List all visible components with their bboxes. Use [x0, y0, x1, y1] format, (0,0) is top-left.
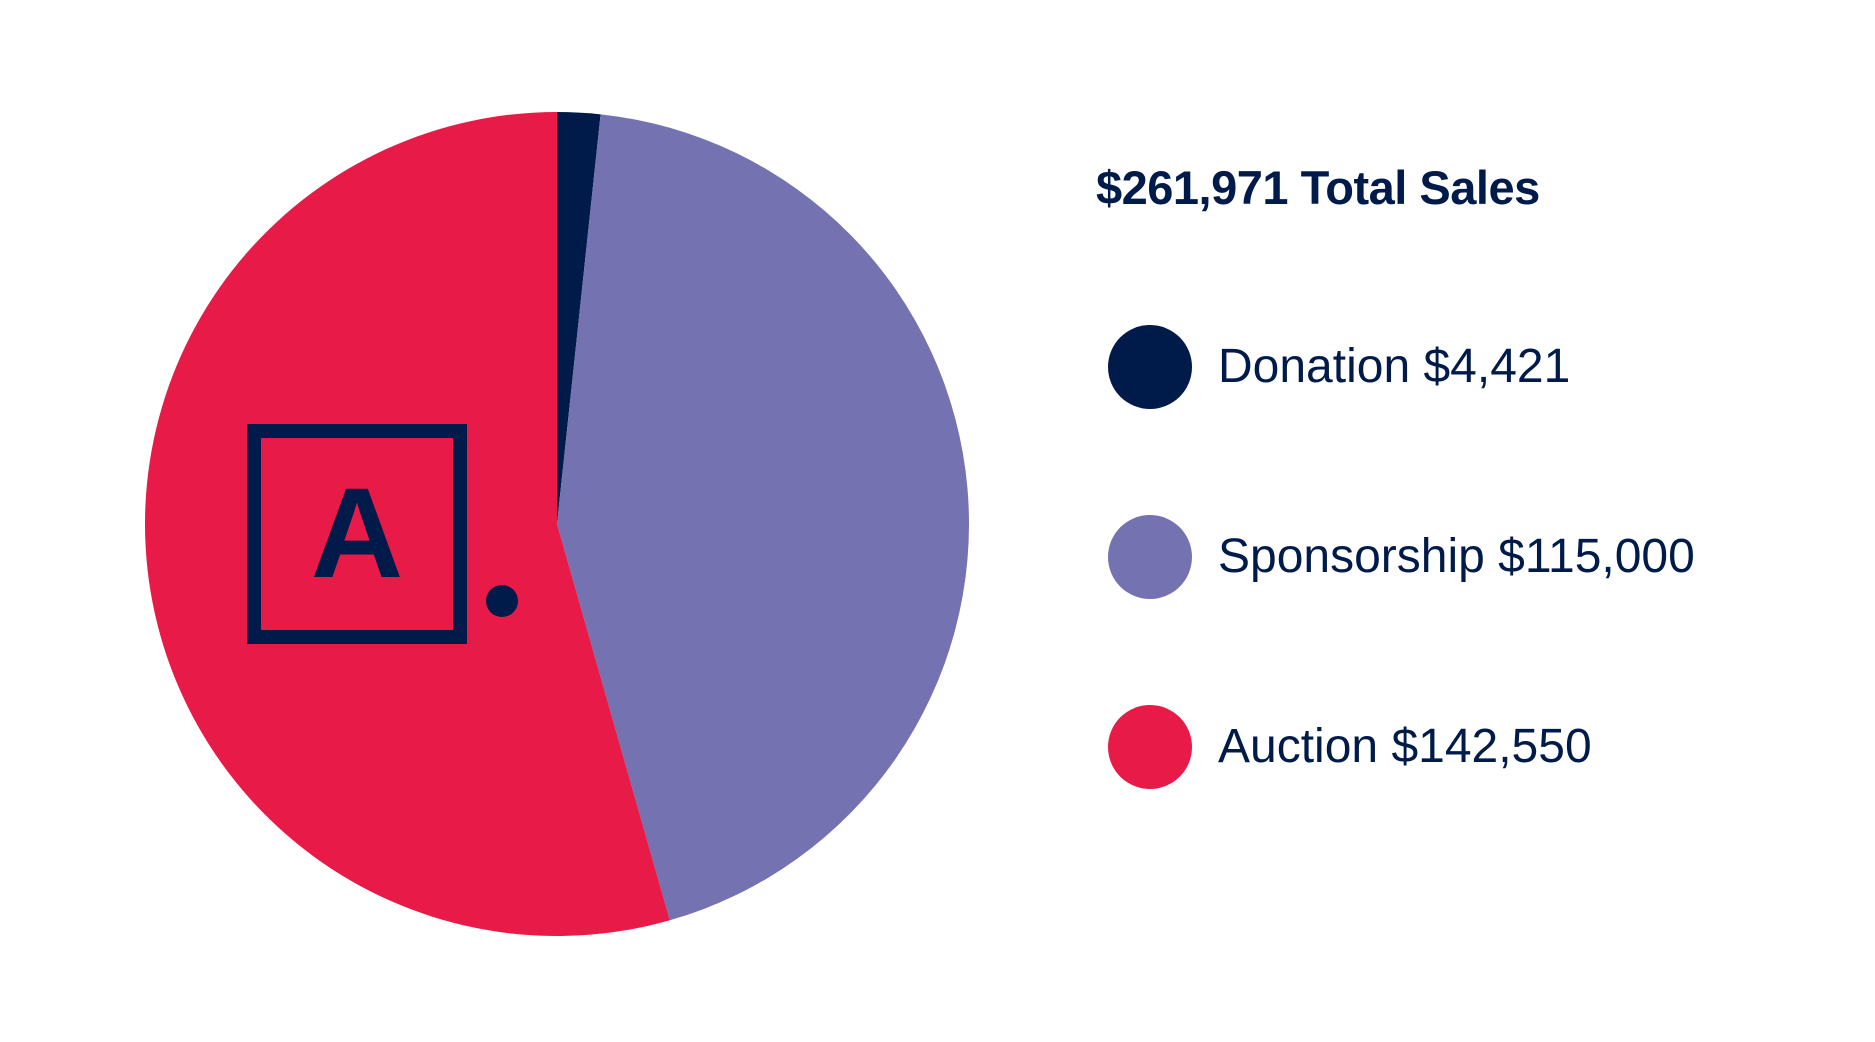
legend-label-donation: Donation $4,421 [1218, 340, 1571, 393]
logo-square-icon: A [247, 424, 467, 644]
legend-swatch-sponsorship [1108, 515, 1192, 599]
legend-label-sponsorship: Sponsorship $115,000 [1218, 530, 1695, 583]
legend-label-auction: Auction $142,550 [1218, 720, 1592, 773]
pie-slice-sponsorship [557, 114, 970, 921]
pie-slice-auction [145, 112, 670, 936]
logo-dot-icon [486, 585, 518, 617]
pie-slice-donation [557, 112, 601, 524]
chart-title: $261,971 Total Sales [1096, 161, 1540, 214]
pie-slices [145, 112, 970, 936]
legend-swatch-auction [1108, 705, 1192, 789]
legend-swatch-donation [1108, 325, 1192, 409]
logo-letter: A [310, 462, 404, 605]
